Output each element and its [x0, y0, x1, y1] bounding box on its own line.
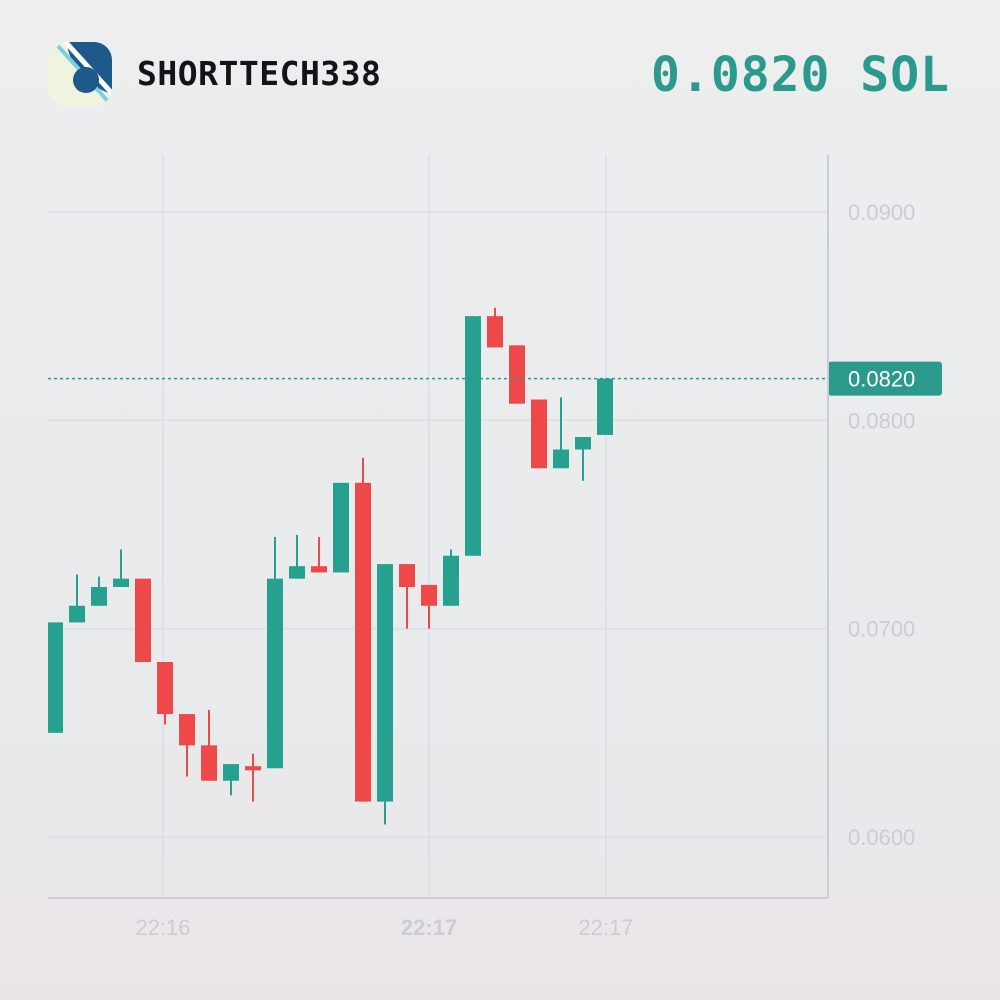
candle-body [553, 449, 569, 469]
y-tick-label: 0.0600 [848, 825, 915, 850]
candle[interactable] [69, 574, 85, 623]
axis-layer: 0.0600 0.0700 0.0800 0.0900 22:16 22:17 22:17 [48, 155, 915, 940]
candle[interactable] [509, 345, 525, 404]
candle-body [289, 566, 305, 579]
candle[interactable] [597, 378, 613, 435]
candle[interactable] [267, 537, 283, 769]
candle[interactable] [531, 399, 547, 469]
candle[interactable] [311, 537, 327, 573]
candle[interactable] [553, 397, 569, 469]
candle-body [113, 578, 129, 587]
x-tick-label: 22:17 [578, 915, 633, 940]
candle-body [509, 345, 525, 404]
candle[interactable] [487, 307, 503, 348]
token-logo-icon [48, 42, 112, 106]
candle-body [48, 622, 63, 733]
candle[interactable] [399, 564, 415, 629]
candle-body [223, 764, 239, 781]
candle[interactable] [113, 549, 129, 588]
x-tick-label: 22:17 [401, 915, 457, 940]
current-price-line-layer: 0.0820 [48, 361, 942, 396]
candle[interactable] [201, 709, 217, 781]
candle[interactable] [223, 764, 239, 796]
candle-body [377, 564, 393, 802]
candle-body [421, 584, 437, 606]
candle-body [575, 437, 591, 450]
candle-body [311, 566, 327, 573]
candle-body [443, 555, 459, 606]
candle-body [355, 482, 371, 802]
candle[interactable] [245, 753, 261, 802]
y-tick-label: 0.0700 [848, 617, 915, 642]
x-tick-label: 22:16 [135, 915, 190, 940]
candle-layer [48, 307, 613, 825]
candle-body [333, 482, 349, 573]
candle-body [487, 316, 503, 348]
candle-body [91, 587, 107, 606]
candle[interactable] [48, 622, 63, 733]
candle[interactable] [179, 714, 195, 777]
candle-body [267, 578, 283, 769]
candle[interactable] [333, 482, 349, 573]
current-price-tag-label: 0.0820 [848, 367, 915, 392]
grid-layer [48, 155, 828, 898]
candle[interactable] [157, 662, 173, 725]
candle-body [69, 605, 85, 623]
y-tick-label: 0.0800 [848, 408, 915, 433]
candle[interactable] [355, 457, 371, 802]
candle-body [531, 399, 547, 469]
candle[interactable] [289, 534, 305, 579]
y-tick-label: 0.0900 [848, 200, 915, 225]
candle[interactable] [575, 437, 591, 481]
current-price-display: 0.0820 SOL [651, 47, 950, 103]
candle-body [135, 578, 151, 662]
candle-body [245, 766, 261, 771]
candle[interactable] [421, 584, 437, 629]
candle[interactable] [91, 576, 107, 606]
candle-body [157, 662, 173, 715]
header: SHORTTECH338 0.0820 SOL [0, 0, 1000, 150]
candle[interactable] [135, 578, 151, 662]
candle-body [399, 564, 415, 587]
candle-body [201, 745, 217, 781]
current-price-tag [828, 361, 942, 396]
token-name: SHORTTECH338 [137, 54, 382, 93]
candle-body [465, 316, 481, 556]
candle-body [179, 714, 195, 746]
candle[interactable] [377, 564, 393, 825]
candle-body [597, 378, 613, 435]
candle[interactable] [465, 316, 481, 556]
candle[interactable] [443, 549, 459, 606]
